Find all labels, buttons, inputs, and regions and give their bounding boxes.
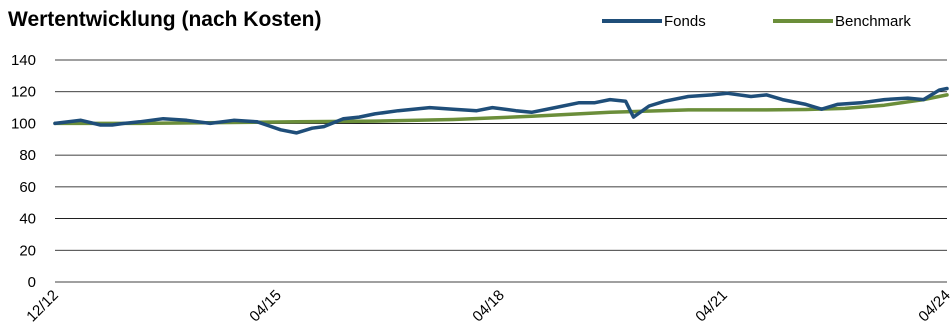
legend-label-fonds: Fonds xyxy=(664,13,706,30)
y-tick-label: 20 xyxy=(19,242,36,259)
x-tick-label: 12/12 xyxy=(23,287,62,326)
x-tick-label: 04/24 xyxy=(915,287,951,326)
legend-item-benchmark: Benchmark xyxy=(773,13,911,30)
y-tick-label: 0 xyxy=(28,274,36,291)
chart-title: Wertentwicklung (nach Kosten) xyxy=(8,8,321,31)
series-lines xyxy=(53,86,949,135)
y-tick-label: 100 xyxy=(11,115,36,132)
x-tick-label: 04/18 xyxy=(469,287,508,326)
series-line-fonds xyxy=(53,86,949,135)
y-tick-label: 80 xyxy=(19,147,36,164)
x-tick-label: 04/21 xyxy=(692,287,731,326)
y-tick-label: 140 xyxy=(11,52,36,69)
y-tick-label: 60 xyxy=(19,179,36,196)
legend-item-fonds: Fonds xyxy=(602,13,706,30)
x-tick-label: 04/15 xyxy=(246,287,285,326)
x-axis-ticks: 12/12 04/15 04/18 04/21 04/24 xyxy=(23,287,951,326)
legend-label-benchmark: Benchmark xyxy=(835,13,911,30)
y-tick-label: 120 xyxy=(11,84,36,101)
y-tick-label: 40 xyxy=(19,211,36,228)
legend: Fonds Benchmark xyxy=(602,13,911,30)
y-axis-ticks: 0 20 40 60 80 100 120 140 xyxy=(11,52,36,291)
gridlines xyxy=(55,59,947,283)
